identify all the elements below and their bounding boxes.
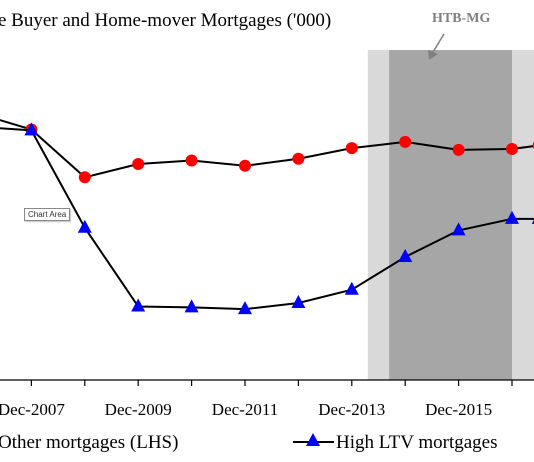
data-point-triangle bbox=[505, 210, 519, 224]
data-point-circle bbox=[452, 143, 465, 156]
data-point-circle bbox=[132, 158, 145, 171]
legend-marker-high-ltv bbox=[306, 433, 320, 446]
annotation-arrow bbox=[428, 33, 445, 60]
x-tick-label: Dec-2007 bbox=[0, 400, 65, 419]
data-point-triangle bbox=[398, 248, 413, 262]
data-point-circle bbox=[292, 152, 305, 165]
x-tick-label: Dec-2015 bbox=[425, 400, 492, 419]
data-point-triangle bbox=[451, 222, 466, 236]
x-tick-label: Dec-2009 bbox=[105, 400, 172, 419]
data-point-circle bbox=[78, 171, 91, 184]
x-tick-label: Dec-2011 bbox=[212, 400, 278, 419]
shaded-region-2 bbox=[389, 50, 512, 380]
data-point-triangle bbox=[77, 219, 92, 233]
chart-title: e Buyer and Home-mover Mortgages ('000) bbox=[0, 10, 331, 31]
data-point-circle bbox=[239, 159, 251, 172]
legend: Other mortgages (LHS) High LTV mortgages bbox=[0, 432, 498, 453]
data-point-circle bbox=[506, 142, 518, 155]
data-point-circle bbox=[345, 142, 358, 155]
shaded-regions bbox=[367, 50, 534, 380]
series-line-1 bbox=[0, 119, 534, 179]
data-point-triangle bbox=[184, 299, 199, 313]
data-point-triangle bbox=[291, 294, 306, 308]
data-point-triangle bbox=[131, 298, 146, 312]
x-axis-ticks: Dec-2007 Dec-2009 Dec-2011 Dec-2013 Dec-2015… bbox=[0, 380, 513, 419]
data-point-triangle bbox=[344, 281, 359, 295]
data-point-triangle bbox=[238, 301, 252, 315]
x-tick-label: Dec-2013 bbox=[318, 400, 385, 419]
series-group bbox=[0, 119, 534, 315]
htb-mg-annotation: HTB-MG bbox=[432, 11, 490, 26]
data-point-circle bbox=[399, 135, 412, 148]
legend-label-high-ltv-mortgages: High LTV mortgages bbox=[336, 432, 498, 453]
data-point-triangle bbox=[531, 219, 534, 224]
data-point-circle bbox=[185, 154, 198, 167]
legend-label-other-mortgages: Other mortgages (LHS) bbox=[0, 432, 178, 453]
series-line-2 bbox=[0, 127, 534, 311]
chart-area-tooltip: Chart Area bbox=[24, 208, 71, 221]
data-point-triangle bbox=[24, 122, 39, 136]
